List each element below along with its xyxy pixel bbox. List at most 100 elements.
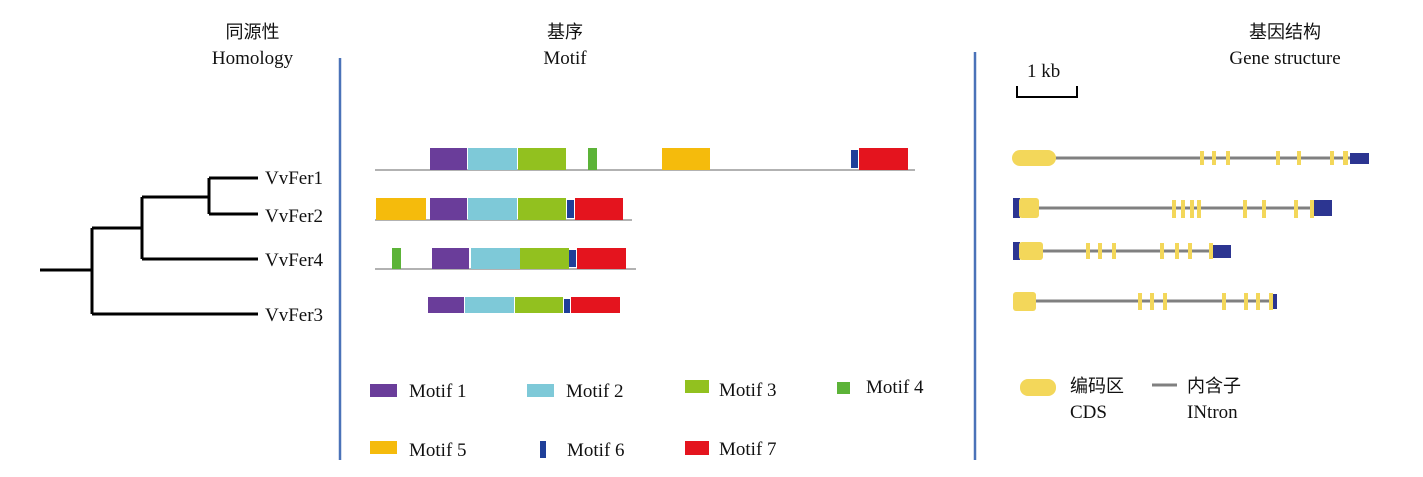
cds-block (1190, 200, 1194, 218)
motif-5-block (376, 198, 426, 220)
cds-block (1019, 242, 1043, 260)
motif-3-legend-label: Motif 3 (719, 380, 777, 401)
motif-1-block (430, 198, 467, 220)
motif-2-block (468, 198, 517, 220)
gene-structure-title-zh: 基因结构 (1249, 22, 1321, 43)
motif-1-swatch (370, 384, 397, 397)
cds-block (1181, 200, 1185, 218)
cds-block (1256, 293, 1260, 310)
cds-block (1212, 151, 1216, 165)
utr-block (1013, 242, 1020, 260)
motif-7-legend-label: Motif 7 (719, 439, 777, 460)
gene-structure-title-en: Gene structure (1229, 48, 1341, 69)
motif-4-block (588, 148, 597, 170)
motif-2-block (471, 248, 520, 269)
motif-track-vvfer4 (375, 248, 636, 270)
utr-block (1213, 245, 1231, 258)
cds-block (1209, 243, 1213, 259)
gene-structure-vvfer4 (1013, 242, 1231, 260)
motif-6-legend-label: Motif 6 (567, 440, 625, 461)
cds-block (1243, 200, 1247, 218)
scale-bar: 1 kb (1016, 61, 1078, 98)
homology-title-zh: 同源性 (225, 22, 280, 43)
motif-3-block (518, 148, 566, 170)
motif-4-block (392, 248, 401, 269)
gene-structure-vvfer1 (1012, 150, 1369, 166)
motif-title-en: Motif (543, 48, 587, 69)
phylogenetic-tree (40, 176, 258, 316)
cds-block (1226, 151, 1230, 165)
motif-3-block (520, 248, 569, 269)
cds-block (1012, 150, 1056, 166)
gene-label-vvfer4: VvFer4 (265, 250, 324, 271)
motif-2-swatch (527, 384, 554, 397)
motif-1-block (430, 148, 467, 170)
motif-4-swatch (837, 382, 850, 394)
motif-track-vvfer1 (375, 148, 915, 171)
cds-block (1098, 243, 1102, 259)
homology-title-en: Homology (211, 48, 294, 69)
utr-block (1013, 198, 1020, 218)
cds-block (1172, 200, 1176, 218)
cds-block (1262, 200, 1266, 218)
cds-legend-label-zh: 编码区 (1070, 376, 1124, 397)
motif-legend: Motif 1 Motif 2 Motif 3 Motif 4 Motif 5 … (370, 377, 924, 461)
cds-block (1222, 293, 1226, 310)
motif-2-block (465, 297, 514, 313)
motif-5-block (662, 148, 710, 170)
cds-block (1310, 200, 1314, 218)
cds-block (1188, 243, 1192, 259)
motif-1-block (428, 297, 464, 313)
gene-label-vvfer2: VvFer2 (265, 206, 323, 227)
cds-block (1019, 198, 1039, 218)
motif-track-vvfer3 (428, 297, 620, 313)
motif-7-block (575, 198, 623, 220)
motif-title-zh: 基序 (547, 22, 583, 43)
motif-3-block (515, 297, 563, 313)
cds-block (1160, 243, 1164, 259)
gene-structure-vvfer2 (1013, 198, 1332, 218)
utr-block (1350, 153, 1369, 164)
motif-6-block (569, 250, 576, 267)
scale-bar-label: 1 kb (1027, 61, 1060, 82)
cds-block (1200, 151, 1204, 165)
motif-header: 基序 Motif (510, 20, 620, 72)
cds-block (1269, 293, 1273, 310)
cds-block (1330, 151, 1334, 165)
gene-label-vvfer3: VvFer3 (265, 305, 323, 326)
motif-7-block (577, 248, 626, 269)
gene-label-vvfer1: VvFer1 (265, 168, 323, 189)
homology-header: 同源性 Homology (190, 20, 315, 72)
cds-block (1163, 293, 1167, 310)
cds-block (1276, 151, 1280, 165)
gene-structure-header: 基因结构 Gene structure (1205, 20, 1365, 72)
motif-6-swatch (540, 441, 546, 458)
motif-4-legend-label: Motif 4 (866, 377, 924, 398)
motif-2-block (468, 148, 517, 170)
motif-1-legend-label: Motif 1 (409, 381, 467, 402)
motif-3-swatch (685, 380, 709, 393)
cds-block (1297, 151, 1301, 165)
motif-5-swatch (370, 441, 397, 454)
motif-6-block (567, 200, 574, 218)
structure-legend: 编码区 CDS 内含子 INtron (1020, 376, 1241, 423)
motif-6-block (851, 150, 858, 168)
cds-block (1175, 243, 1179, 259)
intron-legend-label-zh: 内含子 (1187, 376, 1241, 397)
cds-block (1294, 200, 1298, 218)
motif-1-block (432, 248, 469, 269)
motif-2-legend-label: Motif 2 (566, 381, 624, 402)
motif-track-vvfer2 (375, 198, 632, 221)
cds-block (1112, 243, 1116, 259)
cds-block (1150, 293, 1154, 310)
cds-legend-label-en: CDS (1070, 402, 1107, 423)
motif-7-swatch (685, 441, 709, 455)
cds-block (1086, 243, 1090, 259)
motif-3-block (518, 198, 566, 220)
motif-7-block (571, 297, 620, 313)
cds-block (1343, 151, 1348, 165)
intron-legend-label-en: INtron (1187, 402, 1238, 423)
cds-block (1013, 292, 1036, 311)
cds-legend-swatch (1020, 379, 1056, 396)
